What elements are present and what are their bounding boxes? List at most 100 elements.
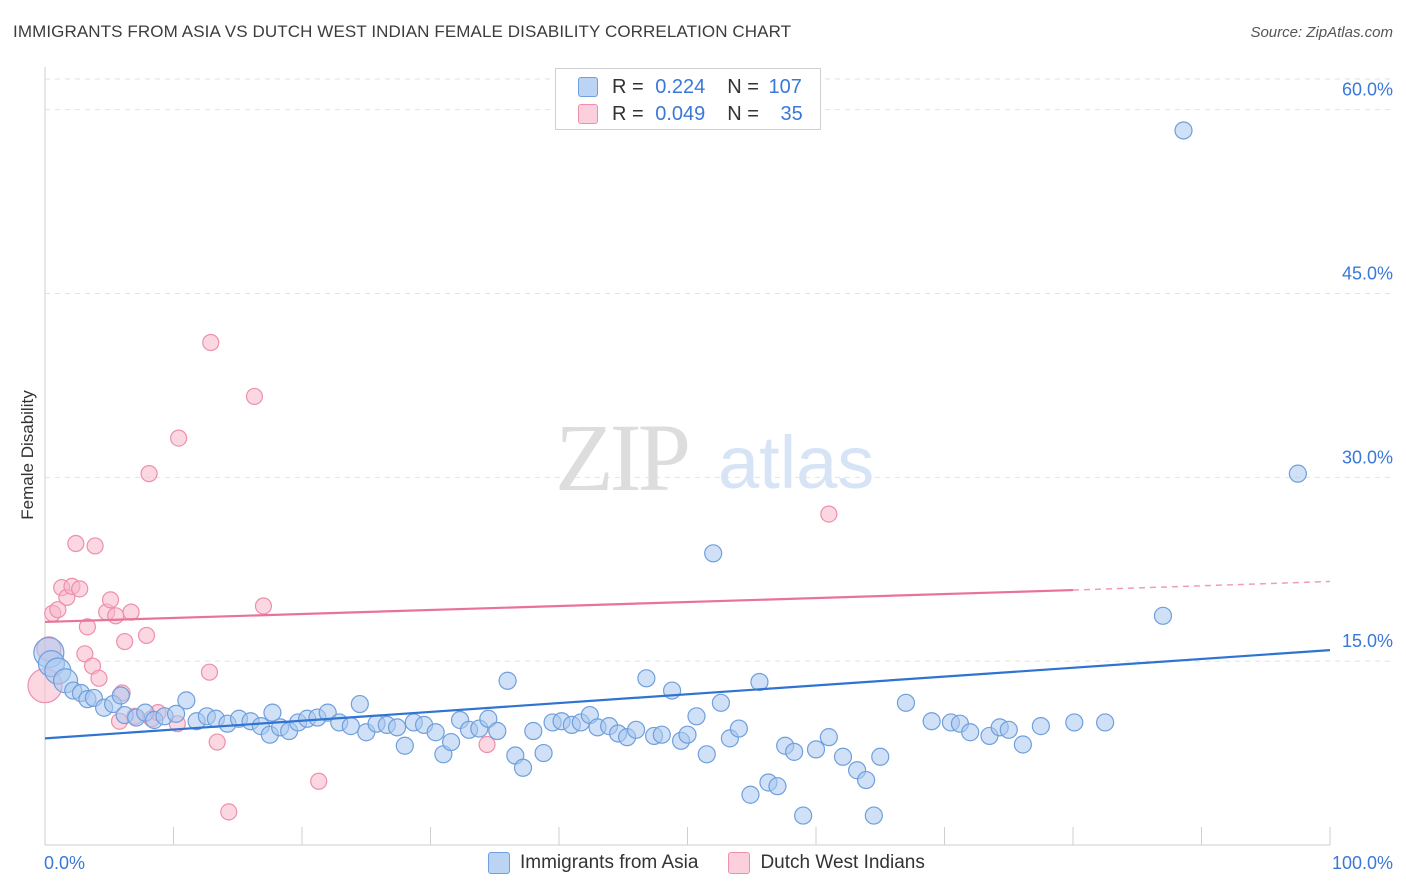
dwi-point xyxy=(49,601,67,619)
dwi-point xyxy=(140,465,158,483)
asia-point xyxy=(729,719,749,738)
dwi-point xyxy=(245,387,264,406)
asia-point xyxy=(441,732,461,752)
asia-point xyxy=(711,693,731,712)
asia-point xyxy=(395,736,414,755)
dwi-point xyxy=(122,603,140,621)
asia-point xyxy=(750,672,769,692)
asia-point xyxy=(833,747,853,766)
asia-point xyxy=(513,758,533,777)
asia-point xyxy=(741,785,760,804)
asia-trendline xyxy=(44,649,1331,740)
legend-r-label: R = xyxy=(612,102,644,125)
asia-point xyxy=(1288,464,1307,483)
dwi-trendline-extension xyxy=(1072,580,1331,591)
asia-point xyxy=(498,671,517,690)
asia-point xyxy=(534,743,553,763)
legend-swatch-dwi xyxy=(578,104,598,124)
dwi-point xyxy=(820,505,838,523)
asia-point xyxy=(857,770,876,790)
legend-swatch-asia xyxy=(578,77,598,97)
y-tick-label: 30.0% xyxy=(1342,447,1393,467)
asia-point xyxy=(1096,713,1115,732)
dwi-point xyxy=(478,735,496,754)
legend-r-label: R = xyxy=(612,75,644,98)
dwi-point xyxy=(101,591,120,609)
asia-point xyxy=(479,709,498,728)
legend-row-asia: R = 0.224 N = 107 xyxy=(578,75,802,99)
asia-point xyxy=(626,720,646,739)
series-swatch-asia xyxy=(488,852,510,874)
y-tick-label: 60.0% xyxy=(1342,80,1393,100)
asia-point xyxy=(1031,717,1050,736)
asia-point xyxy=(768,777,787,796)
series-label-dwi: Dutch West Indians xyxy=(760,852,925,873)
legend-n-value: 107 xyxy=(768,75,802,98)
asia-point xyxy=(426,723,445,742)
series-legend-item-asia: Immigrants from Asia xyxy=(488,852,698,874)
dwi-point xyxy=(170,429,188,447)
asia-point xyxy=(999,720,1018,739)
asia-point xyxy=(819,728,838,747)
legend-row-dwi: R = 0.049 N = 35 xyxy=(578,102,803,126)
asia-point xyxy=(341,717,360,736)
dwi-point xyxy=(67,534,85,553)
asia-point xyxy=(318,703,337,722)
asia-point xyxy=(1153,606,1173,625)
watermark-zip: ZIP xyxy=(555,404,688,511)
legend-n-label: N = xyxy=(727,102,759,125)
dwi-trendline xyxy=(44,588,1074,624)
stats-legend: R = 0.224 N = 107 R = 0.049 N = 35 xyxy=(555,68,821,130)
dwi-point xyxy=(86,537,104,555)
asia-point xyxy=(1065,713,1084,732)
dwi-point xyxy=(78,618,97,636)
asia-point xyxy=(350,694,369,714)
asia-point xyxy=(922,712,941,731)
legend-n-value: 35 xyxy=(780,102,803,125)
asia-point xyxy=(263,703,282,722)
asia-point xyxy=(652,725,671,744)
asia-point xyxy=(687,707,706,726)
dwi-point xyxy=(200,663,219,681)
asia-point xyxy=(794,806,813,825)
y-tick-label: 45.0% xyxy=(1342,263,1393,283)
legend-r-value: 0.049 xyxy=(655,102,706,125)
asia-point xyxy=(785,742,804,761)
series-legend-item-dwi: Dutch West Indians xyxy=(728,852,925,874)
asia-point xyxy=(111,686,130,705)
dwi-point xyxy=(116,632,134,651)
asia-point xyxy=(166,704,186,723)
dwi-point xyxy=(254,597,273,615)
asia-point xyxy=(896,693,916,712)
series-label-asia: Immigrants from Asia xyxy=(520,852,699,873)
source-label: Source: ZipAtlas.com xyxy=(1250,24,1393,41)
series-legend: Immigrants from Asia Dutch West Indians xyxy=(488,852,955,874)
legend-n-label: N = xyxy=(727,75,759,98)
dwi-point xyxy=(220,803,238,821)
dwi-point xyxy=(208,733,226,751)
dwi-point xyxy=(310,772,328,790)
x-tick-label: 0.0% xyxy=(44,853,85,873)
asia-point xyxy=(704,544,723,563)
dwi-point xyxy=(90,669,108,687)
asia-point xyxy=(524,721,543,741)
watermark-atlas: atlas xyxy=(718,421,874,504)
asia-point xyxy=(806,740,826,759)
asia-point xyxy=(1174,121,1193,140)
dwi-point xyxy=(76,645,94,663)
y-tick-label: 15.0% xyxy=(1342,631,1393,651)
asia-point xyxy=(177,691,196,710)
asia-point xyxy=(387,718,407,737)
asia-point xyxy=(1013,735,1032,754)
asia-point xyxy=(961,723,980,742)
series-swatch-dwi xyxy=(728,852,751,874)
asia-point xyxy=(864,806,883,825)
dwi-point xyxy=(202,333,220,352)
dwi-point xyxy=(71,580,89,598)
asia-point xyxy=(637,669,656,688)
asia-point xyxy=(488,721,507,741)
asia-point xyxy=(678,725,697,744)
dwi-point xyxy=(107,607,125,625)
dwi-point xyxy=(137,626,156,645)
